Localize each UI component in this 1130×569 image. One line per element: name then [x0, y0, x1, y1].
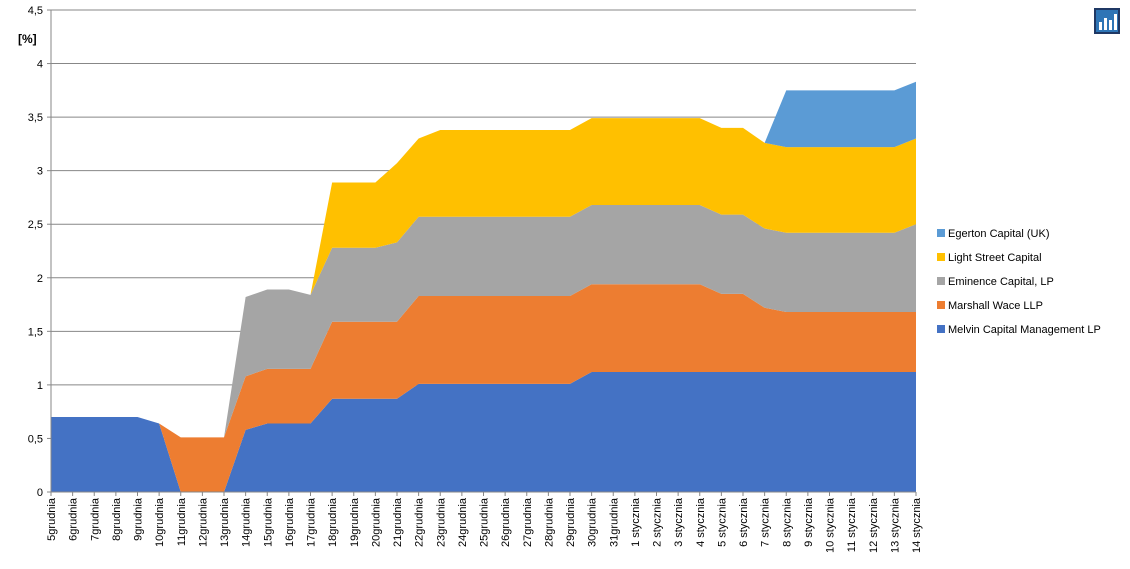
x-tick-label: 13grudnia [219, 497, 231, 547]
y-tick-label: 2,5 [28, 219, 43, 231]
y-tick-label: 0 [37, 487, 43, 499]
axes [47, 9, 917, 496]
legend-swatch [937, 229, 945, 237]
x-tick-label: 2 stycznia [652, 497, 664, 547]
legend-label: Light Street Capital [948, 252, 1042, 264]
x-tick-label: 30grudnia [587, 497, 599, 547]
legend-swatch [937, 253, 945, 261]
x-tick-label: 19grudnia [349, 497, 361, 547]
x-tick-label: 8grudnia [111, 497, 123, 541]
x-tick-label: 1 stycznia [630, 497, 642, 547]
y-axis-unit-label: [%] [18, 32, 37, 46]
x-tick-label: 25grudnia [479, 497, 491, 547]
legend-swatch [937, 277, 945, 285]
x-tick-label: 14 stycznia [911, 497, 923, 553]
x-tick-label: 9 stycznia [803, 497, 815, 547]
x-tick-label: 18grudnia [327, 497, 339, 547]
x-tick-label: 21grudnia [392, 497, 404, 547]
legend-swatch [937, 301, 945, 309]
x-tick-label: 10grudnia [154, 497, 166, 547]
x-tick-label: 15grudnia [262, 497, 274, 547]
x-axis-tick-labels: 5grudnia 6grudnia 7grudnia 8grudnia 9grudnia… [46, 497, 923, 553]
y-tick-label: 0,5 [28, 433, 43, 445]
y-axis-tick-labels: 0 0,5 1 1,5 2 2,5 3 3,5 4 4,5 [28, 5, 43, 499]
x-tick-label: 26grudnia [500, 497, 512, 547]
x-tick-label: 20grudnia [370, 497, 382, 547]
y-tick-label: 4,5 [28, 5, 43, 17]
series-areas [51, 81, 916, 492]
x-tick-label: 9grudnia [133, 497, 145, 541]
x-tick-label: 12grudnia [197, 497, 209, 547]
x-tick-label: 28grudnia [543, 497, 555, 547]
series-area-3 [51, 118, 916, 438]
legend: Egerton Capital (UK) Light Street Capital… [937, 228, 1101, 336]
x-tick-label: 6grudnia [68, 497, 80, 541]
x-tick-label: 11 stycznia [846, 497, 858, 552]
y-tick-label: 2 [37, 273, 43, 285]
x-tick-label: 4 stycznia [695, 497, 707, 547]
x-tick-label: 7grudnia [89, 497, 101, 541]
x-tick-label: 16grudnia [284, 497, 296, 547]
x-tick-label: 31grudnia [608, 497, 620, 547]
x-tick-label: 5 stycznia [716, 497, 728, 547]
x-tick-label: 7 stycznia [760, 497, 772, 547]
x-tick-label: 24grudnia [457, 497, 469, 547]
series-area-0 [51, 372, 916, 492]
x-tick-label: 23grudnia [435, 497, 447, 547]
series-area-1 [51, 284, 916, 492]
y-tick-label: 1 [37, 380, 43, 392]
series-area-2 [51, 204, 916, 438]
x-tick-label: 29grudnia [565, 497, 577, 547]
x-tick-label: 17grudnia [306, 497, 318, 547]
legend-label: Melvin Capital Management LP [948, 324, 1101, 336]
legend-label: Egerton Capital (UK) [948, 228, 1050, 240]
x-tick-label: 22grudnia [414, 497, 426, 547]
x-tick-label: 3 stycznia [673, 497, 685, 547]
x-tick-label: 5grudnia [46, 497, 58, 541]
x-tick-label: 14grudnia [241, 497, 253, 547]
y-tick-label: 3,5 [28, 112, 43, 124]
x-tick-label: 6 stycznia [738, 497, 750, 547]
y-tick-label: 4 [37, 59, 43, 71]
y-tick-label: 1,5 [28, 326, 43, 338]
bar-chart-logo-icon [1094, 8, 1120, 34]
legend-swatch [937, 325, 945, 333]
x-tick-label: 12 stycznia [868, 497, 880, 553]
x-tick-label: 8 stycznia [781, 497, 793, 547]
legend-label: Marshall Wace LLP [948, 300, 1043, 312]
y-tick-label: 3 [37, 166, 43, 178]
x-tick-label: 13 stycznia [889, 497, 901, 553]
x-tick-label: 11grudnia [176, 497, 188, 546]
series-area-4 [51, 81, 916, 438]
x-tick-label: 10 stycznia [825, 497, 837, 553]
x-tick-label: 27grudnia [522, 497, 534, 547]
legend-label: Eminence Capital, LP [948, 276, 1054, 288]
